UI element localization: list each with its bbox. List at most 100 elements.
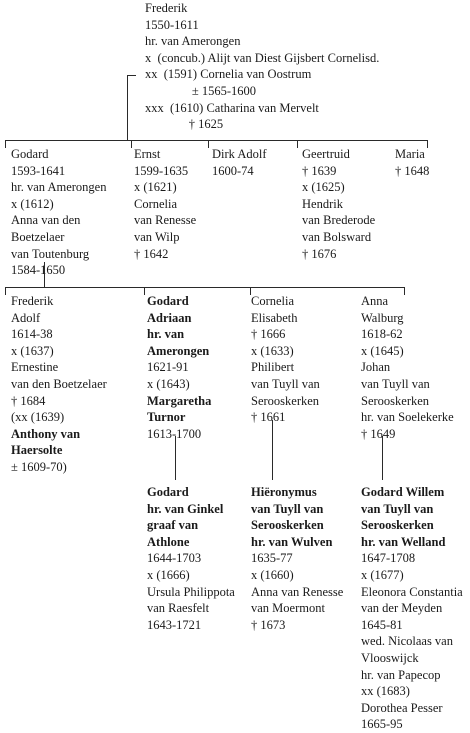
person-line: Philibert — [251, 360, 295, 375]
stem-anna — [382, 436, 383, 480]
gen3-drop-frederik — [5, 287, 6, 295]
person-line: ± 1609-70) — [11, 459, 67, 474]
person-line: Godard — [147, 294, 189, 308]
person-line: Margaretha — [147, 393, 212, 408]
person-line: 1550-1611 — [145, 17, 199, 32]
person-line: Boetzelaer — [11, 229, 65, 244]
person-line: van Tuyll van — [361, 501, 434, 516]
person-line: hr. van Amerongen — [145, 34, 241, 49]
person-line: Maria — [395, 147, 425, 161]
person-line: † 1642 — [134, 246, 169, 261]
person-line: Frederik — [11, 294, 54, 308]
godard-stem-line — [44, 262, 45, 287]
person-line: 1614-38 — [11, 327, 53, 342]
person-line: Eleonora Constantia — [361, 584, 463, 599]
person-line: † 1625 — [145, 117, 224, 132]
person-line: x (concub.) Alijt van Diest Gijsbert Cor… — [145, 50, 380, 65]
person-line: 1644-1703 — [147, 551, 202, 566]
person-line: Geertruid — [302, 147, 350, 161]
person-line: hr. van Amerongen — [11, 180, 107, 195]
person-line: van Brederode — [302, 213, 376, 228]
gen3-drop-anna — [404, 287, 405, 295]
person-line: † 1649 — [361, 426, 396, 441]
gen3-bar-line — [5, 287, 404, 288]
person-line: Cornelia — [251, 294, 295, 308]
person-line: x (1625) — [302, 180, 345, 195]
person-godard-adriaan: Godard Adriaan hr. van Amerongen 1621-91 x (1… — [147, 293, 211, 442]
person-line: 1593-1641 — [11, 163, 66, 178]
person-line: Anna van den — [11, 213, 81, 228]
person-line: x (1660) — [251, 567, 294, 582]
person-line: Vlooswijck — [361, 650, 419, 665]
person-geertruid: Geertruid † 1639 x (1625) Hendrik van Breder… — [302, 146, 375, 262]
person-line: hr. van Welland — [361, 534, 446, 549]
person-line: hr. van Soelekerke — [361, 410, 454, 425]
person-line: Amerongen — [147, 343, 210, 358]
person-line: Walburg — [361, 310, 404, 325]
gen2-drop-godard — [5, 140, 6, 148]
person-line: † 1648 — [395, 163, 430, 178]
person-line: Godard — [147, 485, 189, 499]
person-line: van Tuyll van — [251, 501, 324, 516]
gen3-drop-cornelia — [250, 287, 251, 295]
person-line: Serooskerken — [361, 393, 430, 408]
person-line: van Wilp — [134, 229, 180, 244]
person-line: van Renesse — [134, 213, 197, 228]
person-line: 1665-95 — [361, 717, 403, 732]
gen2-bar-line — [5, 140, 427, 141]
person-line: x (1621) — [134, 180, 177, 195]
person-line: 1584-1650 — [11, 263, 66, 278]
person-line: Serooskerken — [251, 518, 324, 533]
person-line: 1599-1635 — [134, 163, 189, 178]
person-line: Haersolte — [11, 443, 63, 458]
person-line: Ernestine — [11, 360, 59, 375]
person-line: hr. van Papecop — [361, 667, 441, 682]
person-line: Turnor — [147, 410, 186, 425]
gen2-drop-maria — [427, 140, 428, 148]
person-cornelia-elisabeth: Cornelia Elisabeth † 1666 x (1633) Philibert… — [251, 293, 320, 426]
person-line: 1600-74 — [212, 163, 254, 178]
person-line: 1621-91 — [147, 360, 189, 375]
person-line: x (1643) — [147, 376, 190, 391]
person-line: Anna van Renesse — [251, 584, 344, 599]
person-line: van Bolsward — [302, 229, 372, 244]
person-line: x (1637) — [11, 343, 54, 358]
person-line: Elisabeth — [251, 310, 298, 325]
person-line: † 1676 — [302, 246, 337, 261]
person-line: 1647-1708 — [361, 551, 416, 566]
person-line: Dirk Adolf — [212, 147, 267, 161]
root-stem-tick — [127, 75, 136, 76]
person-line: 1635-77 — [251, 551, 293, 566]
person-line: Serooskerken — [251, 393, 320, 408]
person-line: Serooskerken — [361, 518, 434, 533]
person-line: Hendrik — [302, 196, 343, 211]
person-line: Godard Willem — [361, 485, 445, 499]
person-line: Cornelia — [134, 196, 178, 211]
person-line: Frederik — [145, 1, 188, 15]
stem-godard-adriaan — [175, 436, 176, 480]
person-maria: Maria † 1648 — [395, 146, 429, 179]
person-godard-1593: Godard 1593-1641 hr. van Amerongen x (1612)… — [11, 146, 106, 279]
person-line: wed. Nicolaas van — [361, 634, 453, 649]
person-line: hr. van Ginkel — [147, 501, 224, 516]
person-ernst: Ernst 1599-1635 x (1621) Cornelia van Reness… — [134, 146, 196, 262]
person-line: (xx (1639) — [11, 410, 65, 425]
person-line: Ernst — [134, 147, 161, 161]
person-line: 1618-62 — [361, 327, 403, 342]
stem-cornelia — [272, 420, 273, 480]
person-line: x (1645) — [361, 343, 404, 358]
person-line: xx (1591) Cornelia van Oostrum — [145, 67, 312, 82]
person-line: ± 1565-1600 — [145, 83, 257, 98]
person-line: van Tuyll van — [361, 376, 430, 391]
person-line: graaf van — [147, 518, 199, 533]
person-line: van der Meyden — [361, 601, 443, 616]
person-line: Ursula Philippota — [147, 584, 235, 599]
person-line: 1645-81 — [361, 617, 403, 632]
person-anna-walburg: Anna Walburg 1618-62 x (1645) Johan van Tuyll… — [361, 293, 454, 442]
person-dirk-adolf: Dirk Adolf 1600-74 — [212, 146, 267, 179]
person-line: Johan — [361, 360, 391, 375]
person-line: van Raesfelt — [147, 601, 210, 616]
gen2-drop-geertruid — [297, 140, 298, 148]
person-line: Anna — [361, 294, 389, 308]
gen2-drop-ernst — [131, 140, 132, 148]
